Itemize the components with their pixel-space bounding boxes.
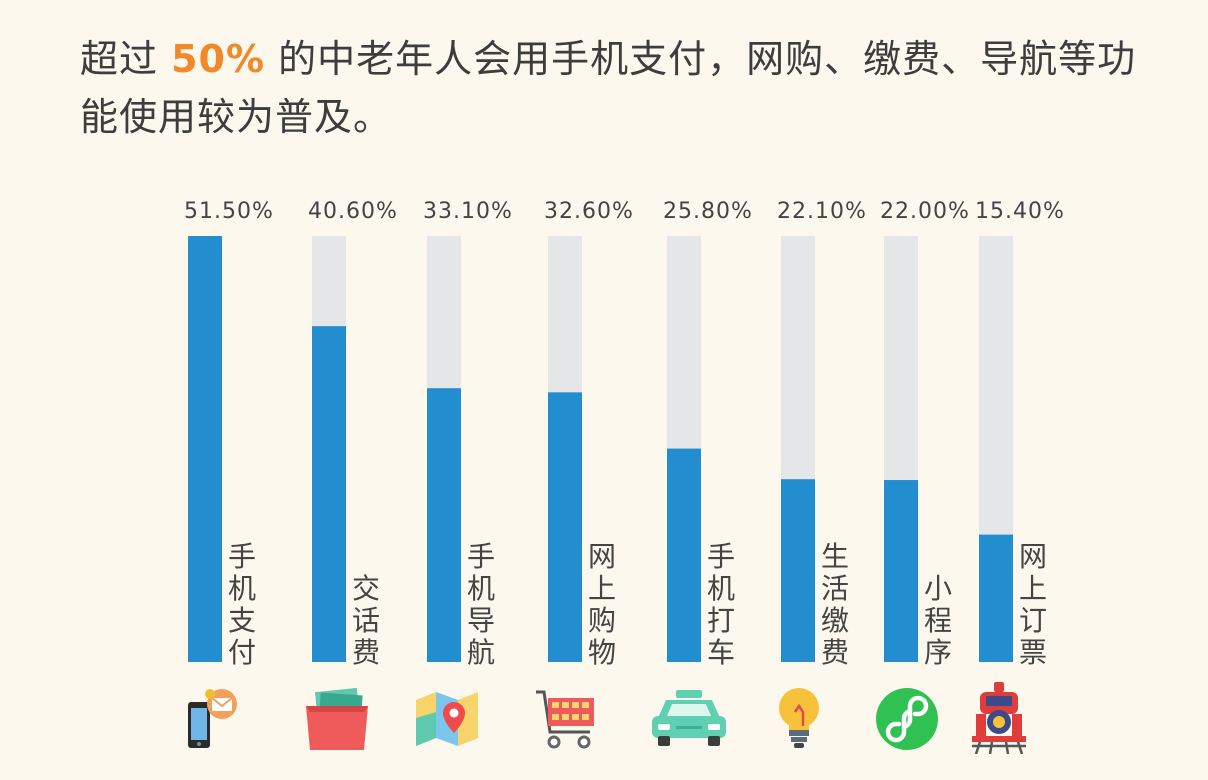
category-label: 手机打车 xyxy=(707,540,735,669)
data-label: 32.60% xyxy=(544,199,634,224)
category-label: 小程序 xyxy=(924,572,952,669)
heading-highlight: 50% xyxy=(171,37,266,81)
data-label: 51.50% xyxy=(184,199,274,224)
money-bag-icon xyxy=(306,687,368,750)
bar xyxy=(548,392,582,662)
data-label: 40.60% xyxy=(308,199,398,224)
category-label: 交话费 xyxy=(352,572,380,669)
category-label: 网上订票 xyxy=(1019,540,1047,669)
bar xyxy=(884,480,918,662)
data-label: 22.10% xyxy=(777,199,867,224)
bar xyxy=(188,236,222,662)
data-label: 33.10% xyxy=(423,199,513,224)
taxi-icon xyxy=(652,690,726,746)
data-label: 22.00% xyxy=(880,199,970,224)
category-label: 手机支付 xyxy=(228,540,256,669)
category-label: 生活缴费 xyxy=(821,540,849,669)
mini-program-icon xyxy=(876,688,938,750)
lightbulb-icon xyxy=(779,688,819,748)
bar xyxy=(667,448,701,662)
train-icon xyxy=(972,682,1026,754)
bar xyxy=(427,388,461,662)
chart-heading: 超过 50% 的中老年人会用手机支付，网购、缴费、导航等功能使用较为普及。 xyxy=(80,30,1160,146)
heading-suffix: 的中老年人会用手机支付，网购、缴费、导航等功能使用较为普及。 xyxy=(80,37,1137,139)
bar xyxy=(781,479,815,662)
bar xyxy=(312,326,346,662)
heading-prefix: 超过 xyxy=(80,37,159,81)
map-pin-icon xyxy=(416,692,478,746)
category-label: 手机导航 xyxy=(467,540,495,669)
shopping-cart-icon xyxy=(536,690,594,749)
category-label: 网上购物 xyxy=(588,540,616,669)
bar xyxy=(979,534,1013,662)
data-label: 15.40% xyxy=(975,199,1065,224)
data-label: 25.80% xyxy=(663,199,753,224)
phone-message-icon xyxy=(188,689,237,748)
